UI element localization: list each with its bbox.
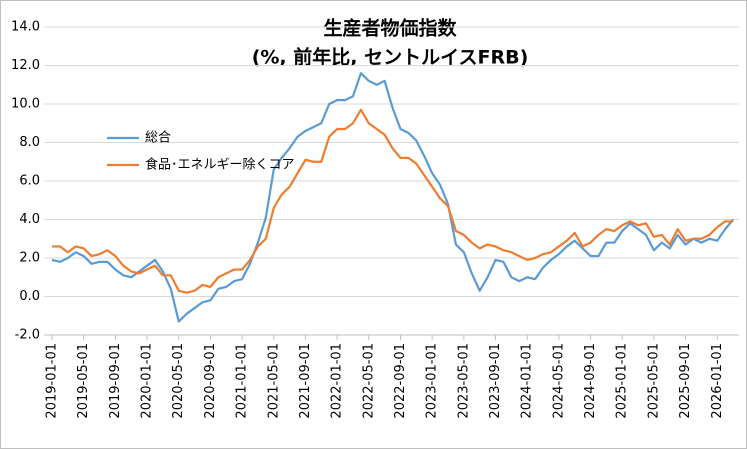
x-tick-label: 2022-05-01 [361,343,376,419]
y-tick-label: 8.0 [19,135,40,150]
x-tick-label: 2022-01-01 [330,343,345,419]
chart-subtitle: (%, 前年比, セントルイスFRB) [252,46,529,69]
x-tick-label: 2019-09-01 [108,343,123,419]
x-tick-label: 2019-05-01 [76,343,91,419]
x-tick-label: 2020-09-01 [203,343,218,419]
x-tick-label: 2022-09-01 [393,343,408,419]
x-tick-label: 2021-01-01 [235,343,250,419]
x-tick-label: 2024-09-01 [583,343,598,419]
y-tick-label: 12.0 [11,58,40,73]
y-tick-label: 6.0 [19,174,40,189]
x-tick-label: 2024-01-01 [520,343,535,419]
x-tick-label: 2025-09-01 [678,343,693,419]
y-tick-label: 0.0 [19,289,40,304]
x-tick-label: 2026-01-01 [710,343,725,419]
x-tick-label: 2023-01-01 [425,343,440,419]
y-tick-label: 14.0 [11,20,40,35]
series-line [52,108,734,294]
y-tick-label: -2.0 [15,328,40,343]
x-tick-label: 2024-05-01 [551,343,566,419]
y-tick-label: 4.0 [19,212,40,227]
x-tick-label: 2020-01-01 [140,343,155,419]
x-tick-label: 2025-05-01 [646,343,661,419]
x-tick-label: 2021-09-01 [298,343,313,419]
x-tick-label: 2020-05-01 [171,343,186,419]
y-tick-label: 10.0 [11,97,40,112]
legend-label: 食品･エネルギー除くコア [145,157,295,173]
legend-label: 総合 [145,131,171,146]
series-line [51,72,734,323]
x-tick-label: 2023-05-01 [456,343,471,419]
x-tick-label: 2019-01-01 [45,343,60,419]
x-tick-label: 2025-01-01 [615,343,630,419]
chart-title: 生産者物価指数 [323,17,457,40]
x-tick-label: 2023-09-01 [488,343,503,419]
y-tick-label: 2.0 [19,251,40,266]
x-tick-label: 2021-05-01 [266,343,281,419]
